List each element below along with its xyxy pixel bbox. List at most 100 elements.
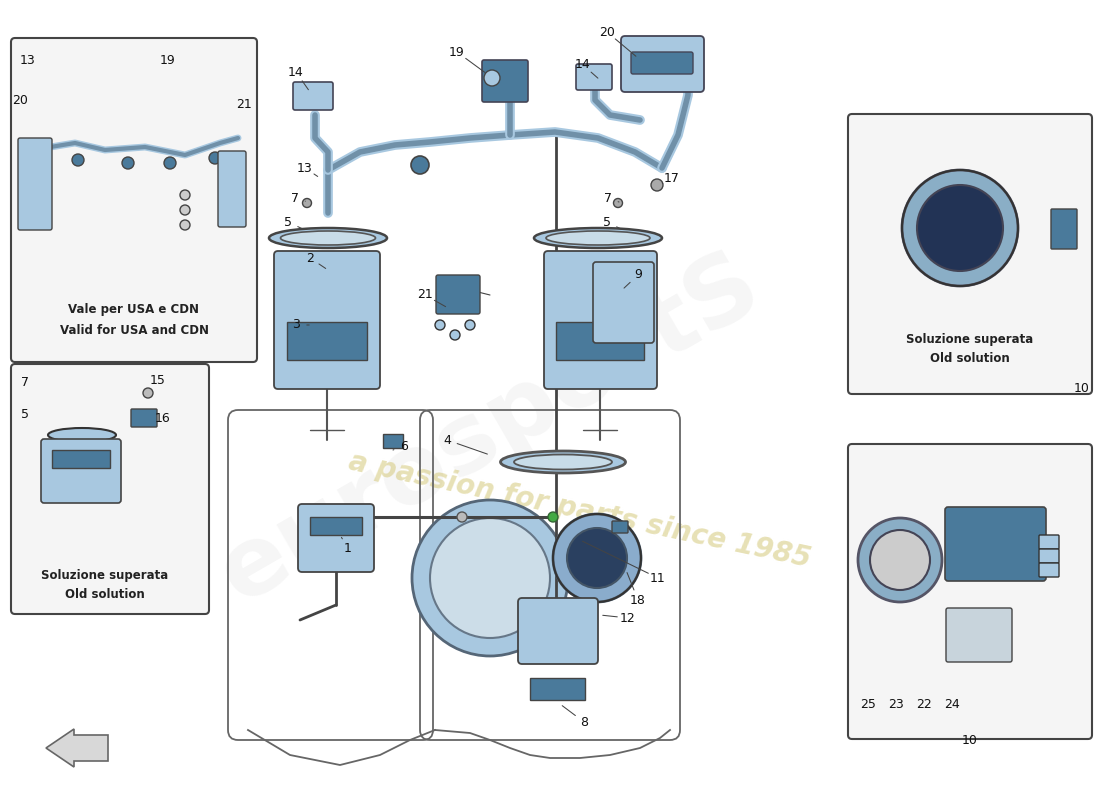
Text: 5: 5 <box>603 215 611 229</box>
Circle shape <box>302 198 311 207</box>
Text: 14: 14 <box>288 66 304 78</box>
Ellipse shape <box>280 231 375 245</box>
FancyBboxPatch shape <box>482 60 528 102</box>
Text: 8: 8 <box>580 715 588 729</box>
Circle shape <box>553 514 641 602</box>
Text: 19: 19 <box>449 46 465 58</box>
Circle shape <box>917 185 1003 271</box>
Circle shape <box>456 512 468 522</box>
Text: 17: 17 <box>664 171 680 185</box>
Circle shape <box>180 190 190 200</box>
Ellipse shape <box>534 228 662 248</box>
FancyBboxPatch shape <box>1040 549 1059 563</box>
FancyBboxPatch shape <box>848 444 1092 739</box>
FancyBboxPatch shape <box>1050 209 1077 249</box>
Text: 10: 10 <box>1074 382 1090 394</box>
Text: a passion for parts since 1985: a passion for parts since 1985 <box>346 447 814 573</box>
Bar <box>556 322 644 360</box>
Text: 2: 2 <box>306 251 313 265</box>
Circle shape <box>180 220 190 230</box>
Text: 13: 13 <box>20 54 36 66</box>
Text: 11: 11 <box>650 571 666 585</box>
FancyBboxPatch shape <box>631 52 693 74</box>
Text: 7: 7 <box>604 191 612 205</box>
Ellipse shape <box>48 428 116 442</box>
FancyBboxPatch shape <box>274 251 379 389</box>
Text: 20: 20 <box>12 94 28 106</box>
Text: Old solution: Old solution <box>931 351 1010 365</box>
FancyBboxPatch shape <box>298 504 374 572</box>
FancyBboxPatch shape <box>11 38 257 362</box>
Ellipse shape <box>514 454 612 470</box>
Text: 21: 21 <box>417 289 433 302</box>
Circle shape <box>548 512 558 522</box>
Circle shape <box>566 528 627 588</box>
Text: 12: 12 <box>620 611 636 625</box>
Circle shape <box>430 518 550 638</box>
Text: 5: 5 <box>284 215 292 229</box>
Text: 20: 20 <box>600 26 615 38</box>
FancyBboxPatch shape <box>436 275 480 314</box>
Bar <box>383 434 403 448</box>
Ellipse shape <box>500 451 626 473</box>
FancyBboxPatch shape <box>131 409 157 427</box>
FancyBboxPatch shape <box>576 64 612 90</box>
Bar <box>530 678 585 700</box>
Circle shape <box>209 152 221 164</box>
Circle shape <box>434 320 446 330</box>
Text: eurosportS: eurosportS <box>204 238 777 622</box>
Text: 15: 15 <box>150 374 166 386</box>
FancyBboxPatch shape <box>593 262 654 343</box>
Circle shape <box>614 198 623 207</box>
Text: Old solution: Old solution <box>65 589 145 602</box>
Circle shape <box>411 156 429 174</box>
Text: 13: 13 <box>297 162 312 174</box>
Text: 22: 22 <box>916 698 932 711</box>
Circle shape <box>870 530 930 590</box>
FancyBboxPatch shape <box>945 507 1046 581</box>
FancyBboxPatch shape <box>621 36 704 92</box>
Text: 23: 23 <box>888 698 904 711</box>
Text: 19: 19 <box>161 54 176 66</box>
FancyArrow shape <box>46 729 108 767</box>
Ellipse shape <box>546 231 650 245</box>
FancyBboxPatch shape <box>41 439 121 503</box>
Text: 6: 6 <box>400 439 408 453</box>
Ellipse shape <box>270 228 387 248</box>
Text: 4: 4 <box>443 434 451 446</box>
Circle shape <box>450 330 460 340</box>
Circle shape <box>180 205 190 215</box>
Text: 7: 7 <box>21 375 29 389</box>
Circle shape <box>651 179 663 191</box>
FancyBboxPatch shape <box>1040 535 1059 549</box>
Text: 5: 5 <box>21 409 29 422</box>
FancyBboxPatch shape <box>612 521 628 533</box>
Text: 21: 21 <box>236 98 252 111</box>
Text: Soluzione superata: Soluzione superata <box>906 334 1034 346</box>
FancyBboxPatch shape <box>518 598 598 664</box>
FancyBboxPatch shape <box>218 151 246 227</box>
Text: 24: 24 <box>944 698 960 711</box>
Circle shape <box>412 500 568 656</box>
FancyBboxPatch shape <box>946 608 1012 662</box>
Bar <box>52 450 110 468</box>
Text: Valid for USA and CDN: Valid for USA and CDN <box>59 323 209 337</box>
Text: 7: 7 <box>292 191 299 205</box>
Circle shape <box>164 157 176 169</box>
Circle shape <box>902 170 1018 286</box>
FancyBboxPatch shape <box>293 82 333 110</box>
FancyBboxPatch shape <box>18 138 52 230</box>
Circle shape <box>484 70 500 86</box>
FancyBboxPatch shape <box>544 251 657 389</box>
Circle shape <box>72 154 84 166</box>
Bar <box>287 322 367 360</box>
Text: 18: 18 <box>630 594 646 606</box>
Text: 1: 1 <box>344 542 352 554</box>
Text: Vale per USA e CDN: Vale per USA e CDN <box>68 303 199 317</box>
Text: 9: 9 <box>634 269 642 282</box>
Text: 25: 25 <box>860 698 876 711</box>
FancyBboxPatch shape <box>11 364 209 614</box>
Circle shape <box>122 157 134 169</box>
Text: 14: 14 <box>575 58 591 71</box>
FancyBboxPatch shape <box>848 114 1092 394</box>
